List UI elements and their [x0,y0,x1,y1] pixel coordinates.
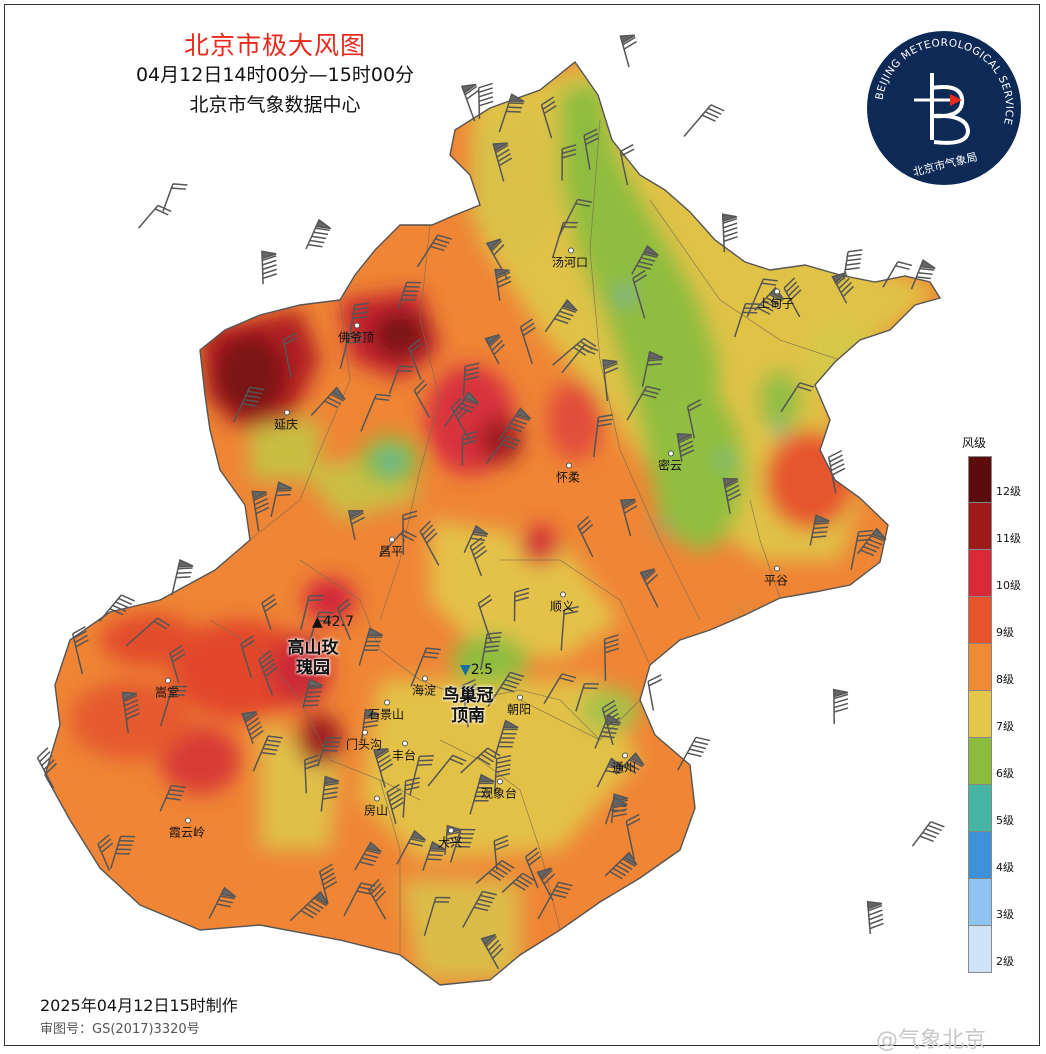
place-label: 昌平 [379,543,403,560]
legend-swatch [968,879,992,926]
legend-level-label: 5级 [996,812,1014,828]
place-label: 丰台 [392,747,416,764]
legend-swatch [968,832,992,879]
wind-barb [834,689,848,724]
place-label: 大兴 [438,834,462,851]
place-label: 顺义 [550,598,574,615]
wind-barb [723,214,739,252]
place-label: 上甸子 [758,295,794,312]
legend-level-label: 9级 [996,624,1014,640]
max-wind-value: 42.7 [323,614,354,630]
legend-swatch [968,926,992,973]
place-label: 房山 [364,802,388,819]
max-wind-marker: ▲42.7 [312,614,354,630]
map-title: 北京市极大风图 [170,26,380,62]
min-marker-symbol: ▼ [460,662,471,678]
legend-level-label: 3级 [996,906,1014,922]
place-label: 门头沟 [346,736,382,753]
legend-level-label: 8级 [996,671,1014,687]
legend-swatch [968,691,992,738]
wind-barb [139,202,172,237]
place-label: 延庆 [274,416,298,433]
max-wind-station: 高山玫 瑰园 [288,638,339,678]
made-at: 2025年04月12日15时制作 [40,992,238,1016]
legend-swatch [968,738,992,785]
legend-level-label: 10级 [996,577,1021,593]
place-label: 通州 [612,759,636,776]
min-wind-station: 鸟巢冠 顶南 [443,686,494,726]
legend-level-label: 6级 [996,765,1014,781]
legend-level-label: 12级 [996,483,1021,499]
review-number: 审图号：GS(2017)3320号 [40,1018,200,1037]
bms-logo: BEIJING METEOROLOGICAL SERVICE 北京市气象局 [864,28,1024,188]
wind-barb [163,180,187,216]
place-label: 嵩堂 [155,684,179,701]
place-label: 汤河口 [552,254,588,271]
issuing-agency: 北京市气象数据中心 [130,90,420,117]
legend-swatch [968,597,992,644]
time-range: 04月12日14时00分—15时00分 [90,60,460,87]
min-wind-marker: ▼2.5 [460,662,493,678]
place-label: 霞云岭 [169,824,205,841]
legend-level-label: 4级 [996,859,1014,875]
wind-barb [647,675,667,711]
wind-barb [306,220,332,255]
legend-swatch [968,644,992,691]
wind-barb [913,819,945,855]
place-label: 朝阳 [507,701,531,718]
place-label: 观象台 [481,785,517,802]
place-label: 佛爷顶 [338,329,374,346]
place-label: 怀柔 [556,469,580,486]
legend-swatch [968,456,992,503]
wind-barb [684,102,724,146]
wind-barb [262,251,277,284]
max-marker-symbol: ▲ [312,614,323,630]
legend-title: 风级 [962,434,986,451]
min-wind-value: 2.5 [471,662,493,678]
wind-scale-legend [968,456,992,973]
place-label: 平谷 [764,572,788,589]
legend-swatch [968,503,992,550]
legend-level-label: 7级 [996,718,1014,734]
place-label: 海淀 [412,682,436,699]
legend-level-label: 11级 [996,530,1021,546]
place-label: 石景山 [368,706,404,723]
legend-swatch [968,785,992,832]
legend-level-label: 2级 [996,953,1014,969]
legend-swatch [968,550,992,597]
watermark: @气象北京 [876,1022,986,1054]
place-label: 密云 [658,457,682,474]
wind-barb [620,32,642,67]
wind-barb [868,901,885,934]
